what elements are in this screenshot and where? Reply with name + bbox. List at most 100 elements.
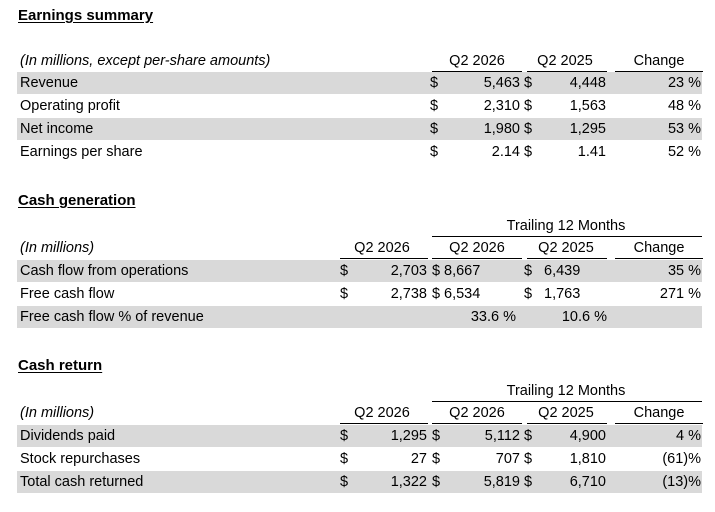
dollar-sign: $ (340, 474, 349, 490)
earnings-row-band-1 (17, 72, 702, 94)
cg-col-t1: Q2 2026 (449, 240, 505, 256)
earnings-change-rule (615, 71, 703, 72)
dollar-sign: $ (524, 451, 533, 467)
value-q2-2026: 2,310 (483, 98, 520, 114)
cr-row-band-1 (17, 425, 702, 447)
value-q2-2025: 1,563 (569, 98, 606, 114)
row-label: Earnings per share (20, 144, 143, 160)
dollar-sign: $ (432, 474, 441, 490)
value-q2-2026: 2.14 (491, 144, 520, 160)
dollar-sign: $ (524, 98, 533, 114)
value-change: 53 % (667, 121, 701, 137)
cash-generation-trailing-rule (432, 236, 702, 237)
value-t1: 5,112 (484, 428, 520, 444)
value-q2-2025: 4,448 (569, 75, 606, 91)
cg-t2-rule (527, 258, 607, 259)
value-t1: 6,534 (444, 286, 481, 302)
cg-col-change: Change (633, 240, 685, 256)
value-q2-2025: 1.41 (577, 144, 606, 160)
earnings-summary-title: Earnings summary (18, 7, 154, 24)
row-label: Dividends paid (20, 428, 116, 444)
dollar-sign: $ (430, 144, 439, 160)
value-q: 1,322 (390, 474, 427, 490)
cr-change-rule (615, 423, 703, 424)
dollar-sign: $ (524, 121, 533, 137)
dollar-sign: $ (524, 286, 533, 302)
value-change: 4 % (676, 428, 701, 444)
cash-return-caption: (In millions) (20, 405, 95, 421)
dollar-sign: $ (340, 263, 349, 279)
earnings-col-q2-2026: Q2 2026 (449, 53, 505, 69)
cash-return-title: Cash return (18, 357, 103, 374)
cr-col-t2: Q2 2025 (538, 405, 594, 421)
cr-q-rule (340, 423, 428, 424)
value-q: 27 (410, 451, 427, 467)
value-change: (13)% (662, 474, 701, 490)
cg-row-band-1 (17, 260, 702, 282)
cash-return-trailing-label: Trailing 12 Months (506, 383, 626, 399)
dollar-sign: $ (430, 98, 439, 114)
cash-generation-trailing-label: Trailing 12 Months (506, 218, 626, 234)
cr-col-t1: Q2 2026 (449, 405, 505, 421)
value-t2: 1,763 (544, 286, 581, 302)
dollar-sign: $ (524, 144, 533, 160)
dollar-sign: $ (340, 428, 349, 444)
value-t2: 4,900 (569, 428, 606, 444)
earnings-col2-rule (527, 71, 607, 72)
row-label: Free cash flow (20, 286, 115, 302)
cr-t1-rule (432, 423, 522, 424)
cg-change-rule (615, 258, 703, 259)
cr-col-q: Q2 2026 (354, 405, 410, 421)
value-change: 48 % (667, 98, 701, 114)
value-t2: 10.6 % (561, 309, 607, 325)
dollar-sign: $ (432, 451, 441, 467)
value-t1: 707 (495, 451, 520, 467)
cg-t1-rule (432, 258, 522, 259)
value-change: 271 % (659, 286, 701, 302)
dollar-sign: $ (340, 286, 349, 302)
row-label: Total cash returned (20, 474, 144, 490)
earnings-row-band-3 (17, 118, 702, 140)
value-q2-2026: 1,980 (483, 121, 520, 137)
dollar-sign: $ (524, 428, 533, 444)
row-label: Stock repurchases (20, 451, 141, 467)
cash-generation-caption: (In millions) (20, 240, 95, 256)
value-q2-2025: 1,295 (569, 121, 606, 137)
value-q: 2,738 (390, 286, 427, 302)
row-label: Free cash flow % of revenue (20, 309, 204, 325)
earnings-caption: (In millions, except per-share amounts) (20, 53, 271, 69)
earnings-col-change: Change (633, 53, 685, 69)
cg-q-rule (340, 258, 428, 259)
cash-return-trailing-rule (432, 401, 702, 402)
value-change: 35 % (667, 263, 701, 279)
cr-col-change: Change (633, 405, 685, 421)
row-label: Revenue (20, 75, 79, 91)
value-change: 23 % (667, 75, 701, 91)
value-q2-2026: 5,463 (483, 75, 520, 91)
value-t1: 5,819 (483, 474, 520, 490)
value-change: (61)% (662, 451, 701, 467)
dollar-sign: $ (430, 75, 439, 91)
cr-row-band-3 (17, 471, 702, 493)
dollar-sign: $ (524, 75, 533, 91)
dollar-sign: $ (432, 428, 441, 444)
value-t1: 8,667 (444, 263, 481, 279)
value-t2: 6,439 (544, 263, 581, 279)
row-label: Net income (20, 121, 94, 137)
earnings-col-q2-2025: Q2 2025 (537, 53, 593, 69)
value-q: 1,295 (390, 428, 427, 444)
dollar-sign: $ (432, 286, 441, 302)
value-t2: 1,810 (569, 451, 606, 467)
dollar-sign: $ (340, 451, 349, 467)
dollar-sign: $ (524, 474, 533, 490)
value-change: 52 % (667, 144, 701, 160)
row-label: Cash flow from operations (20, 263, 189, 279)
cash-generation-title: Cash generation (18, 192, 136, 209)
value-q: 2,703 (390, 263, 427, 279)
cg-row-band-3 (17, 306, 702, 328)
dollar-sign: $ (432, 263, 441, 279)
value-t1: 33.6 % (470, 309, 516, 325)
earnings-col1-rule (432, 71, 522, 72)
row-label: Operating profit (20, 98, 120, 114)
dollar-sign: $ (524, 263, 533, 279)
